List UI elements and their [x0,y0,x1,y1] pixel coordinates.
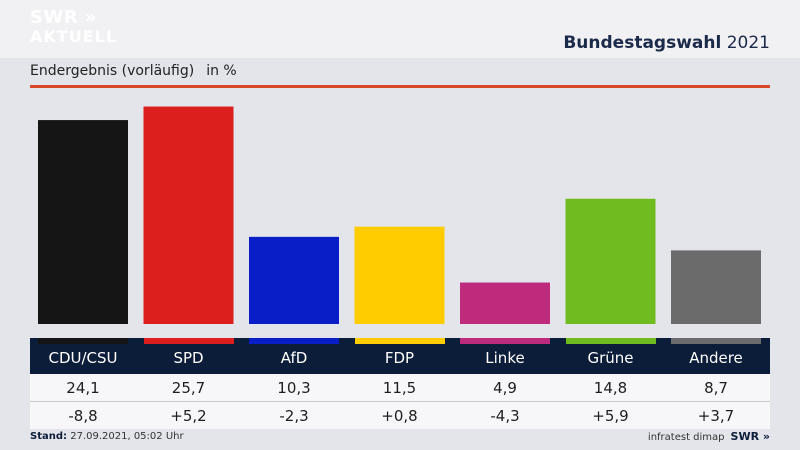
logo-line-2: AKTUELL [30,27,118,46]
change-label-cdu-csu: -8,8 [68,407,98,425]
change-row: -8,8 +5,2 -2,3 +0,8 -4,3 +5,9 +3,7 [30,402,770,429]
tick-label-cdu-csu: CDU/CSU [48,349,118,367]
color-strip-afd [249,338,339,344]
change-label-afd: -2,3 [279,407,309,425]
value-label-afd: 10,3 [277,379,311,397]
stand-value: 27.09.2021, 05:02 Uhr [70,431,184,442]
bar-linke [460,282,550,324]
logo-line-1: SWR » [30,7,98,28]
bar-cdu-csu [38,120,128,324]
chart-title-year: 2021 [726,33,770,53]
source-credit: infratest dimap SWR » [648,430,770,443]
unit-label: in % [206,63,237,79]
value-label-spd: 25,7 [171,379,206,397]
change-label-fdp: +0,8 [381,407,418,425]
change-label-linke: -4,3 [490,407,520,425]
chart-subtitle: Endergebnis (vorläufig) in % [30,63,237,79]
change-label-spd: +5,2 [170,407,207,425]
subtitle-text: Endergebnis (vorläufig) [30,63,195,79]
bar-andere [671,250,761,324]
change-label-andere: +3,7 [697,407,735,425]
chart-title-bold: Bundestagswahl [563,33,722,53]
tick-label-afd: AfD [280,349,308,367]
color-strip-cdu-csu [38,338,128,344]
tick-label-fdp: FDP [384,349,415,367]
value-label-cdu-csu: 24,1 [66,379,100,397]
bar-afd [249,236,339,324]
bar-chart [38,106,761,325]
swr-footer-logo: SWR » [730,430,770,443]
result-row: 24,1 25,7 10,3 11,5 4,9 14,8 8,7 [30,374,770,402]
timestamp: Stand: 27.09.2021, 05:02 Uhr [30,431,184,442]
bar-spd [143,106,234,325]
value-label-andere: 8,7 [704,379,728,397]
bar-fdp [354,226,445,324]
value-label-gr-ne: 14,8 [593,379,628,397]
color-strip-gr-ne [565,338,656,344]
tick-label-andere: Andere [689,349,743,367]
color-strip-fdp [354,338,445,344]
header-bar: SWR » AKTUELL Bundestagswahl 2021 [0,0,800,58]
tick-label-gr-ne: Grüne [587,349,634,367]
color-strip-andere [671,338,761,344]
swr-aktuell-logo: SWR » AKTUELL [30,8,117,46]
value-label-fdp: 11,5 [382,379,417,397]
tick-label-spd: SPD [173,349,204,367]
source-text: infratest dimap [647,432,725,443]
party-name-row: CDU/CSU SPD AfD FDP Linke Grüne Andere [30,338,770,374]
results-table: CDU/CSU SPD AfD FDP Linke Grüne Andere 24,1 25,… [30,338,770,429]
chart-title: Bundestagswahl 2021 [563,33,770,53]
tick-label-linke: Linke [485,349,525,367]
color-strip-linke [460,338,550,344]
title-underline [30,85,770,88]
value-label-linke: 4,9 [493,379,517,397]
change-label-gr-ne: +5,9 [592,407,629,425]
stand-label: Stand: [30,431,68,442]
color-strip-spd [143,338,234,344]
bar-gr-ne [565,198,656,324]
